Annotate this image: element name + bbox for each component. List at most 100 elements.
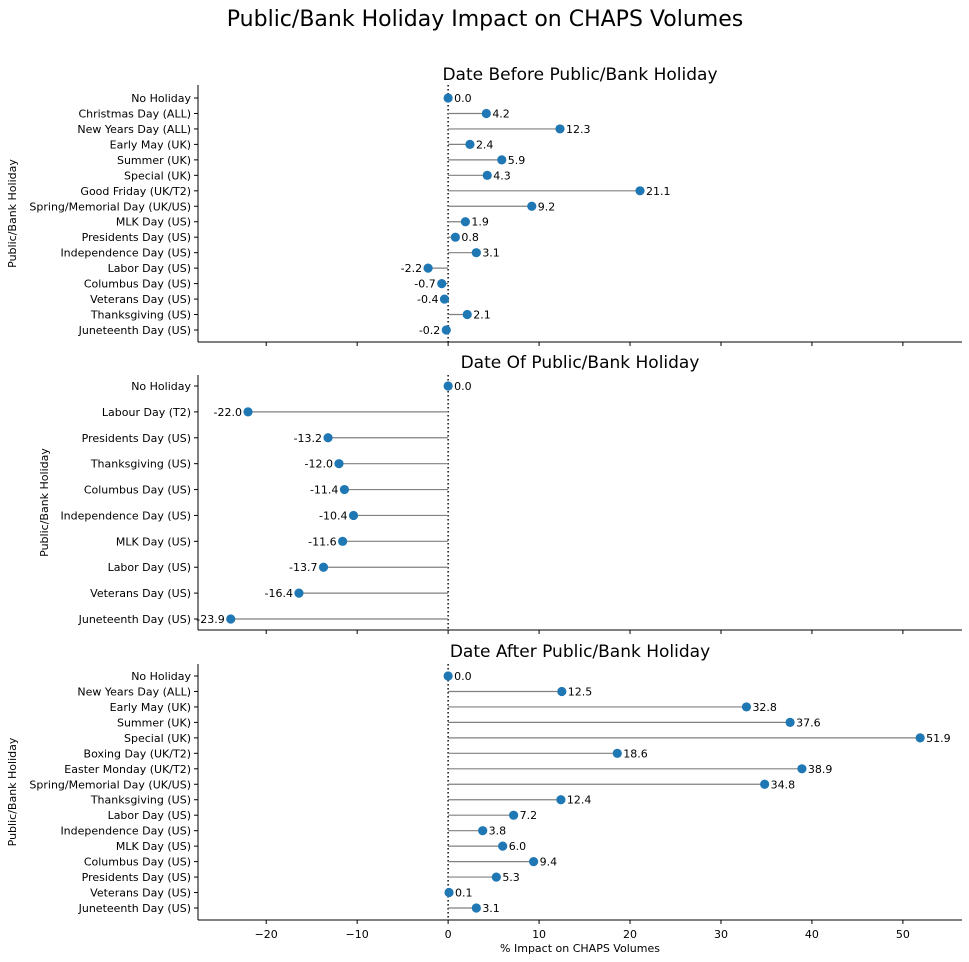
- data-label: 0.0: [454, 380, 472, 393]
- category-label: Presidents Day (US): [82, 231, 191, 244]
- data-label: 7.2: [520, 809, 538, 822]
- category-label: Special (UK): [124, 732, 191, 745]
- data-point: [785, 717, 795, 728]
- category-label: Easter Monday (UK/T2): [64, 763, 191, 776]
- data-label: 12.3: [566, 123, 591, 136]
- x-tick-label: 20: [623, 928, 637, 941]
- category-label: No Holiday: [131, 670, 191, 683]
- panel-2: Date Of Public/Bank Holiday Public/Bank H…: [38, 353, 962, 634]
- category-label: Labor Day (US): [108, 561, 191, 574]
- data-point: [529, 857, 539, 867]
- category-label: Veterans Day (US): [90, 587, 191, 600]
- data-label: 37.6: [796, 716, 821, 729]
- x-tick-label: −20: [255, 928, 278, 941]
- data-label: -16.4: [264, 587, 292, 600]
- data-label: -13.2: [294, 432, 322, 445]
- data-label: -0.4: [417, 293, 438, 306]
- category-label: Boxing Day (UK/T2): [84, 747, 191, 760]
- data-label: 9.4: [540, 856, 558, 869]
- data-point: [527, 201, 537, 211]
- category-label: MLK Day (US): [116, 535, 191, 548]
- x-tick-label: 30: [714, 928, 728, 941]
- data-label: 6.0: [509, 840, 527, 853]
- category-label: MLK Day (US): [116, 216, 191, 229]
- category-label: Labor Day (US): [108, 262, 191, 275]
- category-label: Good Friday (UK/T2): [80, 185, 191, 198]
- data-point: [481, 108, 491, 119]
- category-label: Special (UK): [124, 169, 191, 182]
- category-label: Columbus Day (US): [84, 856, 191, 869]
- category-label: Early May (UK): [110, 138, 191, 151]
- data-point: [612, 748, 622, 758]
- data-label: 4.3: [493, 169, 511, 182]
- category-label: Labour Day (T2): [102, 406, 191, 419]
- x-tick-label: 40: [805, 928, 819, 941]
- category-label: New Years Day (ALL): [77, 685, 191, 698]
- x-tick-label: 10: [532, 928, 546, 941]
- category-label: Juneteenth Day (US): [78, 902, 191, 915]
- data-point: [556, 795, 566, 805]
- category-label: MLK Day (US): [116, 840, 191, 853]
- data-label: -12.0: [305, 458, 333, 471]
- data-point: [741, 702, 752, 712]
- data-label: 12.5: [568, 685, 593, 698]
- category-label: No Holiday: [131, 380, 191, 393]
- data-label: 4.2: [492, 107, 510, 120]
- data-point: [491, 872, 501, 882]
- category-label: Columbus Day (US): [84, 484, 191, 497]
- panel-title: Date Before Public/Bank Holiday: [442, 65, 717, 85]
- data-point: [226, 614, 236, 624]
- data-point: [450, 232, 460, 242]
- data-point: [635, 186, 645, 196]
- category-label: Summer (UK): [117, 716, 191, 729]
- data-label: -11.4: [310, 484, 338, 497]
- category-label: Labor Day (US): [108, 809, 191, 822]
- panel-3: Date After Public/Bank Holiday Public/Ban…: [6, 642, 962, 941]
- data-label: -11.6: [308, 535, 336, 548]
- data-point: [318, 562, 329, 572]
- data-point: [243, 407, 253, 417]
- category-label: Independence Day (US): [60, 825, 191, 838]
- category-label: Independence Day (US): [60, 509, 191, 522]
- data-label: 0.0: [454, 92, 472, 105]
- data-label: 38.9: [808, 763, 833, 776]
- x-tick-label: 0: [445, 928, 452, 941]
- data-point: [497, 155, 507, 165]
- data-point: [339, 484, 350, 495]
- data-point: [460, 217, 470, 227]
- data-point: [338, 536, 348, 546]
- data-point: [334, 459, 344, 469]
- panels: Date Before Public/Bank Holiday Public/Ba…: [6, 65, 962, 941]
- data-label: -0.2: [419, 324, 440, 337]
- data-label: 3.1: [482, 247, 500, 260]
- data-point: [441, 325, 451, 335]
- category-label: Thanksgiving (US): [90, 309, 191, 322]
- data-point: [462, 309, 472, 320]
- category-label: Early May (UK): [110, 701, 191, 714]
- data-label: 34.8: [771, 778, 796, 791]
- category-label: New Years Day (ALL): [77, 123, 191, 136]
- data-label: 21.1: [646, 185, 671, 198]
- category-label: Spring/Memorial Day (UK/US): [29, 778, 191, 791]
- data-point: [915, 733, 925, 743]
- panel-1: Date Before Public/Bank Holiday Public/Ba…: [6, 65, 962, 346]
- category-label: Juneteenth Day (US): [78, 324, 191, 337]
- data-point: [478, 826, 488, 836]
- data-point: [509, 810, 519, 820]
- data-point: [294, 588, 304, 598]
- data-point: [443, 93, 453, 103]
- data-point: [348, 510, 359, 521]
- category-label: Presidents Day (US): [82, 871, 191, 884]
- data-label: -10.4: [319, 509, 347, 522]
- data-label: 5.3: [502, 871, 520, 884]
- category-label: Thanksgiving (US): [90, 794, 191, 807]
- data-label: -23.9: [196, 613, 224, 626]
- data-label: 0.1: [455, 887, 473, 900]
- data-label: 18.6: [623, 747, 648, 760]
- y-axis-label: Public/Bank Holiday: [6, 737, 19, 846]
- data-point: [498, 841, 508, 851]
- data-point: [471, 248, 481, 258]
- data-point: [423, 263, 433, 273]
- category-label: Columbus Day (US): [84, 278, 191, 291]
- data-label: -2.2: [401, 262, 422, 275]
